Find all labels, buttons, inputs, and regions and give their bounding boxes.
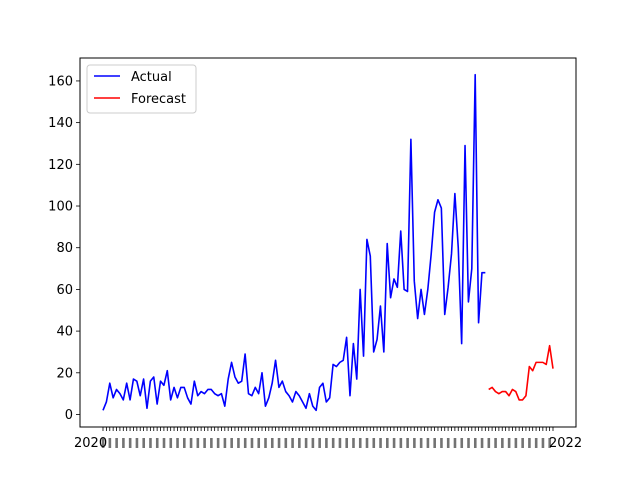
x-tick-label-glyph (189, 438, 193, 448)
series-line-actual (102, 73, 486, 412)
x-tick-label-glyph (528, 438, 531, 448)
x-tick-label-glyph (386, 438, 389, 448)
plot-frame (79, 57, 577, 428)
x-tick-label-glyph (372, 438, 376, 448)
y-tick-label: 100 (48, 200, 73, 215)
x-axis-ticks (101, 427, 554, 448)
x-tick-label-glyph (358, 438, 362, 448)
x-tick-label-glyph (203, 438, 206, 448)
x-tick-label-glyph (345, 438, 349, 448)
x-axis-edge-labels: 2020 2022 (74, 436, 582, 451)
x-tick-label-glyph (534, 438, 538, 448)
y-tick-label: 20 (56, 366, 73, 381)
x-tick-label-glyph (142, 438, 146, 448)
y-tick-label: 40 (56, 325, 73, 340)
x-tick-label-glyph (291, 438, 294, 448)
x-tick-label-glyph (155, 438, 159, 448)
legend-forecast-label: Forecast (131, 92, 186, 107)
x-tick-label-glyph (419, 438, 423, 448)
y-tick-label: 140 (48, 116, 73, 131)
y-tick-label: 160 (48, 74, 73, 89)
x-tick-label-glyph (149, 438, 152, 448)
x-tick-label-glyph (467, 438, 470, 448)
x-tick-label-glyph (487, 438, 491, 448)
x-tick-label-glyph (501, 438, 504, 448)
x-tick-label-glyph (108, 438, 112, 448)
y-tick-label: 80 (56, 241, 73, 256)
x-tick-label-glyph (223, 438, 227, 448)
x-tick-label-glyph (304, 438, 308, 448)
x-tick-label-right: 2022 (549, 436, 582, 451)
x-tick-label-glyph (243, 438, 247, 448)
y-tick-label: 0 (65, 408, 73, 423)
x-tick-label-glyph (399, 438, 403, 448)
x-tick-label-glyph (338, 438, 342, 448)
y-tick-label: 120 (48, 158, 73, 173)
x-tick-label-glyph (453, 438, 457, 448)
x-tick-label-glyph (101, 438, 105, 448)
x-tick-label-glyph (426, 438, 430, 448)
x-tick-label-glyph (237, 438, 240, 448)
x-tick-label-glyph (122, 438, 125, 448)
x-tick-label-glyph (115, 438, 118, 448)
x-tick-label-glyph (433, 438, 436, 448)
x-tick-label-glyph (541, 438, 545, 448)
x-tick-label-left: 2020 (74, 436, 107, 451)
x-tick-label-glyph (365, 438, 369, 448)
x-tick-label-glyph (196, 438, 200, 448)
x-tick-label-glyph (331, 438, 335, 448)
x-tick-label-glyph (379, 438, 382, 448)
x-tick-label-glyph (446, 438, 450, 448)
x-tick-label-glyph (460, 438, 464, 448)
x-tick-label-glyph (318, 438, 321, 448)
series-layer (102, 73, 554, 412)
x-tick-label-glyph (440, 438, 443, 448)
x-tick-label-glyph (507, 438, 511, 448)
x-tick-label-glyph (230, 438, 233, 448)
x-tick-label-glyph (216, 438, 220, 448)
x-tick-label-glyph (548, 438, 552, 448)
x-tick-label-glyph (270, 438, 274, 448)
legend-box (86, 64, 197, 114)
y-tick-label: 60 (56, 283, 73, 298)
x-tick-label-glyph (413, 438, 416, 448)
plot-area (80, 58, 576, 427)
x-tick-label-glyph (128, 438, 132, 448)
x-tick-label-glyph (480, 438, 484, 448)
legend-actual-label: Actual (131, 70, 172, 85)
x-tick-label-glyph (473, 438, 477, 448)
x-tick-label-glyph (264, 438, 267, 448)
x-tick-label-glyph (183, 438, 186, 448)
x-tick-label-glyph (169, 438, 173, 448)
x-tick-label-glyph (311, 438, 315, 448)
y-axis-ticks: 0 20 40 60 80 100 120 140 160 (48, 74, 80, 423)
series-line-forecast (488, 344, 554, 401)
x-tick-label-glyph (514, 438, 518, 448)
x-tick-label-glyph (521, 438, 524, 448)
x-tick-label-glyph (257, 438, 261, 448)
x-tick-label-glyph (392, 438, 396, 448)
x-tick-label-glyph (284, 438, 288, 448)
x-tick-label-glyph (494, 438, 497, 448)
x-tick-label-glyph (135, 438, 139, 448)
x-tick-label-glyph (298, 438, 301, 448)
x-tick-label-glyph (250, 438, 254, 448)
x-tick-label-glyph (162, 438, 166, 448)
legend: Actual Forecast (86, 64, 197, 114)
x-tick-label-glyph (210, 438, 213, 448)
x-tick-label-glyph (277, 438, 281, 448)
x-tick-label-glyph (325, 438, 328, 448)
x-tick-label-glyph (176, 438, 179, 448)
x-tick-label-glyph (406, 438, 409, 448)
x-tick-label-glyph (352, 438, 355, 448)
